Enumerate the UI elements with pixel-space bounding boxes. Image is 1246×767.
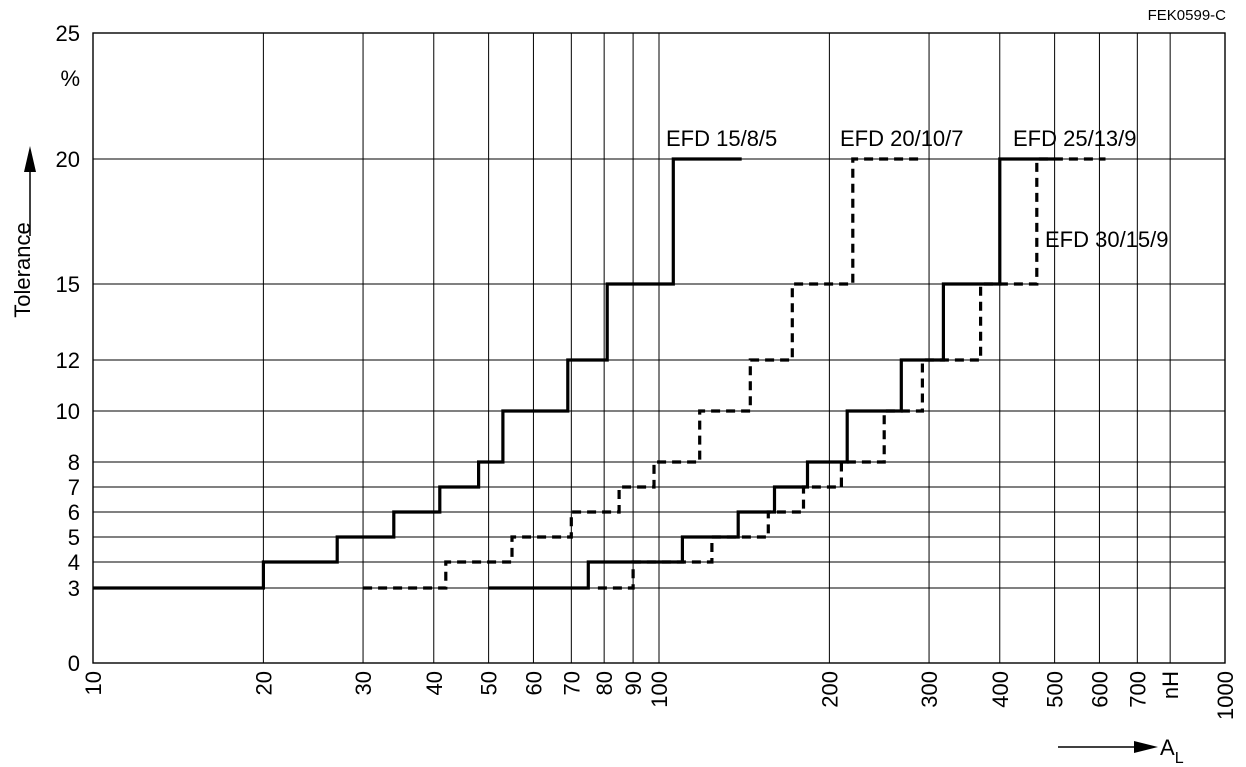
x-tick-label: 50 [477, 671, 502, 695]
x-tick-label: 400 [988, 671, 1013, 708]
y-tick-label: 3 [68, 576, 80, 601]
x-tick-label: 90 [621, 671, 646, 695]
x-tick-label: 600 [1087, 671, 1112, 708]
y-axis-arrow-head [24, 146, 36, 172]
y-tick-label: 15 [56, 272, 80, 297]
plot-frame [92, 32, 1226, 664]
series-line [93, 157, 742, 590]
series-label: EFD 15/8/5 [666, 126, 777, 151]
series-label: EFD 30/15/9 [1045, 227, 1169, 252]
series-label: EFD 25/13/9 [1013, 126, 1137, 151]
x-tick-label: 100 [647, 671, 672, 708]
y-tick-label: 10 [56, 399, 80, 424]
y-tick-label: 6 [68, 500, 80, 525]
series-labels: EFD 15/8/5 EFD 20/10/7 EFD 25/13/9 EFD 30/1… [666, 126, 1169, 252]
x-axis-title-group: AL [1058, 735, 1184, 767]
x-tick-label: 1000 [1213, 671, 1238, 720]
series-line [488, 157, 1055, 590]
x-axis-title: AL [1160, 735, 1184, 767]
series-line [363, 157, 921, 590]
y-axis-title: Tolerance [10, 222, 35, 317]
y-tick-label: 12 [56, 348, 80, 373]
x-tick-label: 40 [422, 671, 447, 695]
series-label: EFD 20/10/7 [840, 126, 964, 151]
series-lines [93, 157, 1106, 590]
x-tick-label: 700 [1125, 671, 1150, 708]
x-tick-label: 60 [521, 671, 546, 695]
x-tick-labels: 10 20 30 40 50 60 70 80 90 100 200 300 400 500 600 700 n… [81, 671, 1238, 720]
y-tick-label: 8 [68, 450, 80, 475]
y-tick-label: 7 [68, 475, 80, 500]
x-axis-arrow-head [1134, 741, 1158, 753]
x-tick-label: 200 [817, 671, 842, 708]
x-tick-label: 300 [917, 671, 942, 708]
y-tick-label: 25 [56, 21, 80, 46]
x-tick-label: 30 [351, 671, 376, 695]
y-axis-title-group: Tolerance [10, 146, 36, 318]
x-tick-label: 10 [81, 671, 106, 695]
y-tick-label: 4 [68, 550, 80, 575]
x-tick-label: 500 [1043, 671, 1068, 708]
y-tick-label: 0 [68, 651, 80, 676]
x-tick-label: 20 [251, 671, 276, 695]
figure-id: FEK0599-C [1148, 7, 1227, 24]
y-tick-label: 20 [56, 147, 80, 172]
y-tick-label: 5 [68, 525, 80, 550]
x-tick-label: nH [1158, 671, 1183, 699]
x-tick-label: 80 [592, 671, 617, 695]
x-axis-title-subscript: L [1175, 750, 1184, 767]
y-unit-label: % [60, 66, 80, 91]
x-tick-label: 70 [559, 671, 584, 695]
